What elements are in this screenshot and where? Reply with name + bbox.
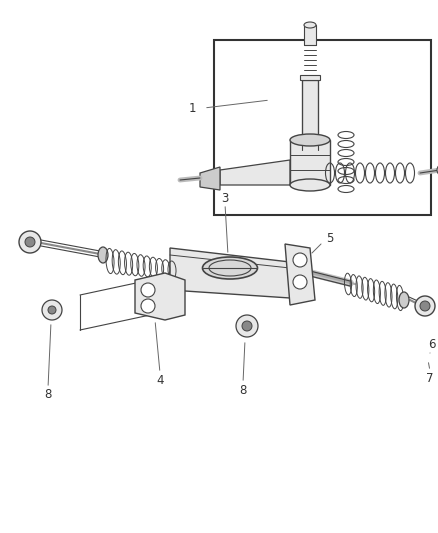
Circle shape xyxy=(141,283,155,297)
Text: 7: 7 xyxy=(425,372,433,384)
Polygon shape xyxy=(284,244,314,305)
Polygon shape xyxy=(200,167,219,190)
Polygon shape xyxy=(135,273,184,320)
Circle shape xyxy=(42,300,62,320)
Ellipse shape xyxy=(290,134,329,146)
Circle shape xyxy=(19,231,41,253)
Text: 3: 3 xyxy=(221,191,228,205)
Text: 8: 8 xyxy=(44,389,52,401)
Circle shape xyxy=(25,237,35,247)
Circle shape xyxy=(436,164,438,176)
Text: 4: 4 xyxy=(156,374,163,386)
Bar xyxy=(213,40,430,215)
Polygon shape xyxy=(299,75,319,80)
Polygon shape xyxy=(170,248,290,298)
Ellipse shape xyxy=(98,247,108,263)
Circle shape xyxy=(48,306,56,314)
Ellipse shape xyxy=(22,244,37,252)
Text: 6: 6 xyxy=(427,338,435,351)
Circle shape xyxy=(236,315,258,337)
Polygon shape xyxy=(290,140,329,185)
Polygon shape xyxy=(301,80,317,150)
Circle shape xyxy=(141,299,155,313)
Circle shape xyxy=(419,301,429,311)
Circle shape xyxy=(292,275,306,289)
Polygon shape xyxy=(219,160,290,185)
Ellipse shape xyxy=(290,179,329,191)
Ellipse shape xyxy=(417,308,431,314)
Text: 1: 1 xyxy=(188,101,195,115)
Ellipse shape xyxy=(398,292,408,308)
Ellipse shape xyxy=(202,257,257,279)
Text: 8: 8 xyxy=(239,384,246,397)
Ellipse shape xyxy=(303,22,315,28)
Circle shape xyxy=(414,296,434,316)
Circle shape xyxy=(292,253,306,267)
Circle shape xyxy=(241,321,251,331)
Polygon shape xyxy=(303,25,315,45)
Text: 5: 5 xyxy=(325,231,333,245)
